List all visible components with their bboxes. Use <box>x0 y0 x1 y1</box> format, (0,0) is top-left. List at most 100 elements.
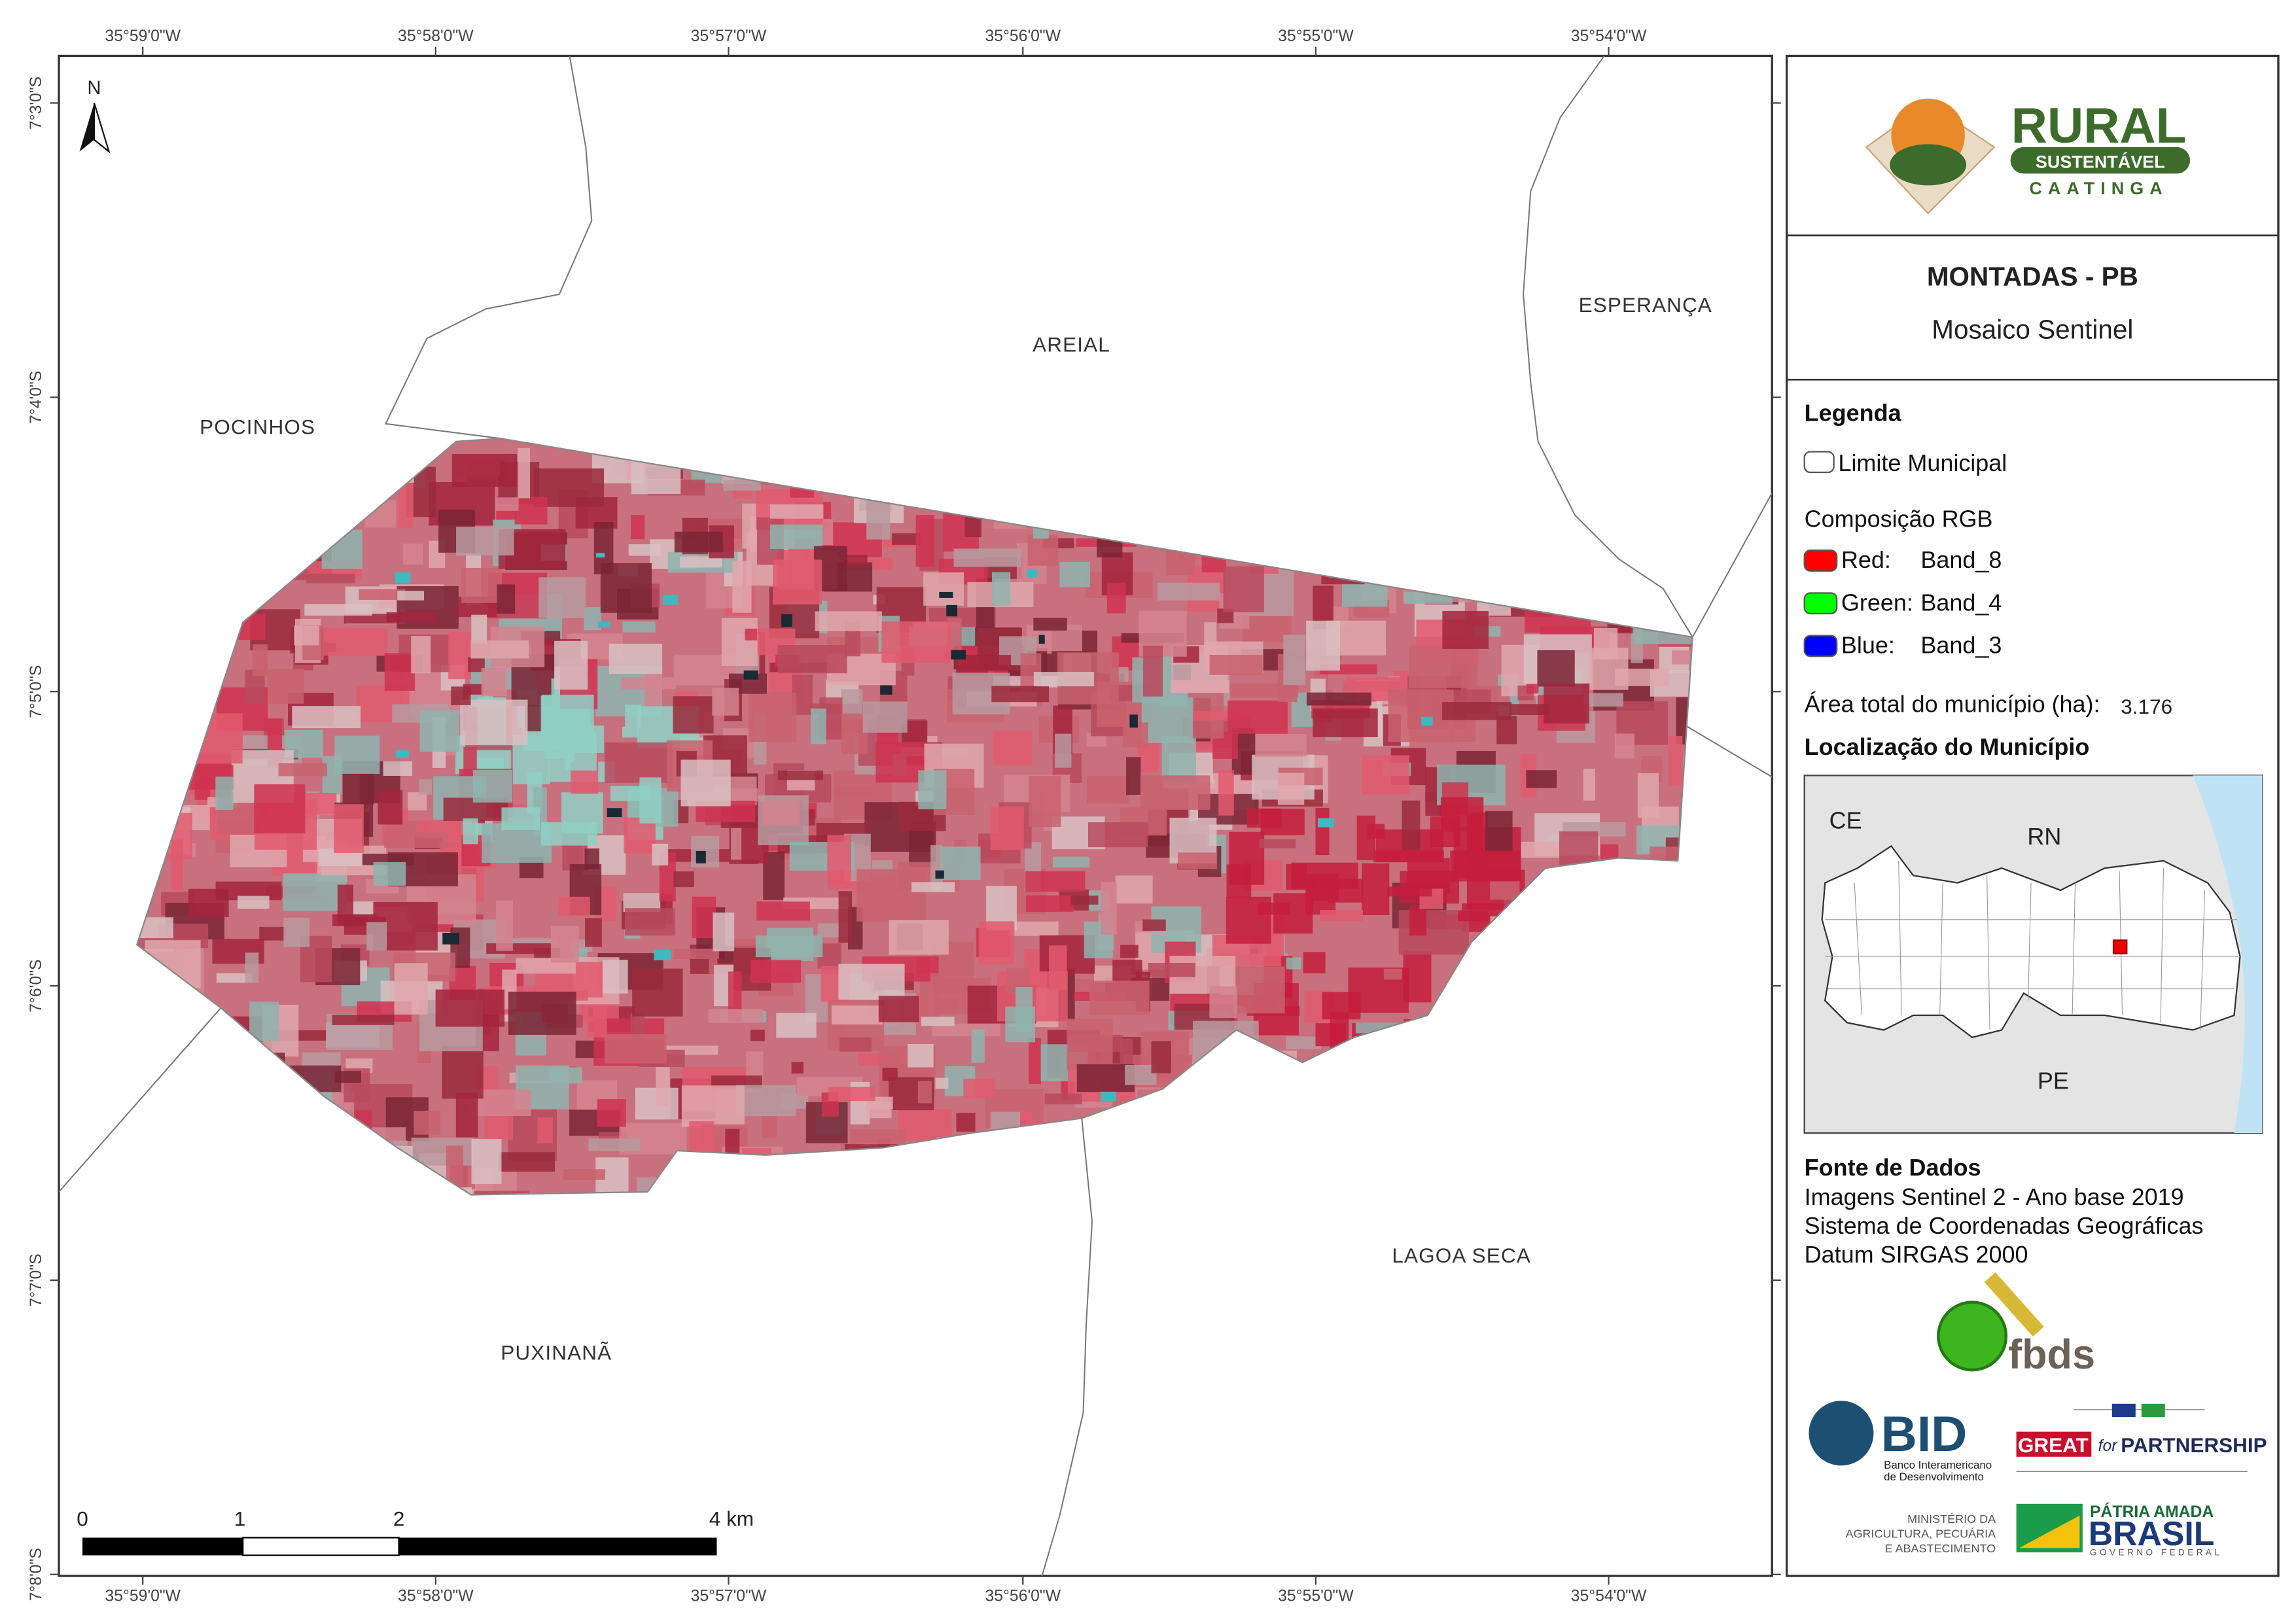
location-inset <box>1803 775 2263 1134</box>
image-patch <box>188 888 229 917</box>
image-patch <box>1255 734 1307 757</box>
legend-subtitle: Composição RGB <box>1805 505 1993 532</box>
image-patch <box>1141 697 1193 744</box>
image-patch <box>708 1009 764 1023</box>
image-patch <box>1286 957 1301 969</box>
image-patch <box>1204 622 1217 660</box>
image-patch <box>394 963 428 1015</box>
image-patch <box>750 1029 765 1041</box>
inset-label: RN <box>2027 823 2061 850</box>
uk-flag <box>2111 1403 2136 1418</box>
image-patch <box>844 555 868 565</box>
location-title: Localização do Município <box>1805 733 2090 760</box>
image-patch <box>1583 693 1623 707</box>
image-patch <box>1246 808 1282 828</box>
image-patch <box>468 657 485 672</box>
image-patch <box>1027 534 1059 566</box>
latitude-label: 7°4'0"S <box>27 371 45 424</box>
scale-label: 4 km <box>709 1507 754 1531</box>
water-patch <box>595 553 605 558</box>
place-label: LAGOA SECA <box>1392 1244 1530 1267</box>
image-patch <box>1178 852 1217 869</box>
legend-item: Limite Municipal <box>1838 449 2007 476</box>
scale-segment <box>82 1537 243 1556</box>
image-patch <box>259 926 286 941</box>
image-patch <box>923 572 964 606</box>
latitude-label: 7°7'0"S <box>27 1253 45 1306</box>
ministry-text: E ABASTECIMENTO <box>1885 1542 1996 1555</box>
image-patch <box>770 524 823 549</box>
image-patch <box>1442 610 1489 649</box>
image-patch <box>815 611 882 631</box>
image-patch <box>451 686 471 705</box>
scale-segment <box>398 1537 717 1556</box>
water-patch <box>654 949 671 961</box>
image-patch <box>306 573 355 584</box>
image-patch <box>609 643 663 674</box>
image-patch <box>776 1013 817 1038</box>
image-patch <box>1140 775 1210 810</box>
image-patch <box>622 621 656 633</box>
image-patch <box>862 701 908 733</box>
image-patch <box>1055 733 1072 768</box>
legend-swatch <box>1803 550 1838 572</box>
bid-emblem <box>1809 1401 1874 1466</box>
map-subtitle: Mosaico Sentinel <box>1932 314 2133 344</box>
longitude-label: 35°59'0"W <box>105 1587 181 1605</box>
image-patch <box>402 543 423 565</box>
image-patch <box>1637 773 1659 818</box>
image-patch <box>673 949 719 959</box>
image-patch <box>1544 683 1589 724</box>
image-patch <box>1086 776 1129 804</box>
image-patch <box>1490 881 1520 900</box>
image-patch <box>1537 650 1575 687</box>
image-patch <box>1209 654 1263 675</box>
water-patch <box>880 685 892 695</box>
north-arrow-right <box>93 103 111 154</box>
image-patch <box>292 706 361 729</box>
image-patch <box>681 1085 745 1127</box>
inset-state <box>1821 845 2241 1038</box>
image-patch <box>1450 850 1521 882</box>
image-patch <box>971 1029 985 1063</box>
image-patch <box>1087 822 1148 848</box>
longitude-label: 35°57'0"W <box>691 27 767 45</box>
image-patch <box>978 921 1015 965</box>
band-channel: Blue: <box>1841 632 1895 659</box>
image-patch <box>304 604 372 616</box>
image-patch <box>680 556 722 568</box>
image-patch <box>334 735 380 774</box>
boundary-line <box>1041 1118 1093 1577</box>
image-patch <box>639 777 662 824</box>
image-patch <box>917 1081 932 1104</box>
image-patch <box>1526 684 1539 694</box>
image-patch <box>383 761 412 776</box>
image-patch <box>915 515 934 567</box>
image-patch <box>940 846 981 881</box>
image-patch <box>518 447 531 498</box>
image-patch <box>1306 692 1371 706</box>
water-patch <box>395 750 409 758</box>
ministry-text: AGRICULTURA, PECUÁRIA <box>1846 1527 1996 1541</box>
image-patch <box>366 922 387 951</box>
fbds-logo <box>1937 1272 2044 1372</box>
water-patch <box>939 591 953 598</box>
image-patch <box>1226 864 1252 898</box>
water-patch <box>1027 568 1038 578</box>
image-patch <box>603 960 628 994</box>
image-patch <box>283 873 347 911</box>
image-patch <box>991 572 1011 606</box>
legend-swatch <box>1803 451 1835 474</box>
water-patch <box>946 604 958 617</box>
image-patch <box>1126 757 1141 795</box>
image-patch <box>525 705 544 731</box>
image-patch <box>1589 648 1629 690</box>
image-patch <box>993 730 1033 765</box>
north-arrow <box>79 103 111 154</box>
image-patch <box>755 935 823 958</box>
legend-swatch <box>1803 592 1838 615</box>
image-patch <box>397 591 425 601</box>
longitude-label: 35°57'0"W <box>691 1587 767 1605</box>
image-patch <box>378 790 403 825</box>
